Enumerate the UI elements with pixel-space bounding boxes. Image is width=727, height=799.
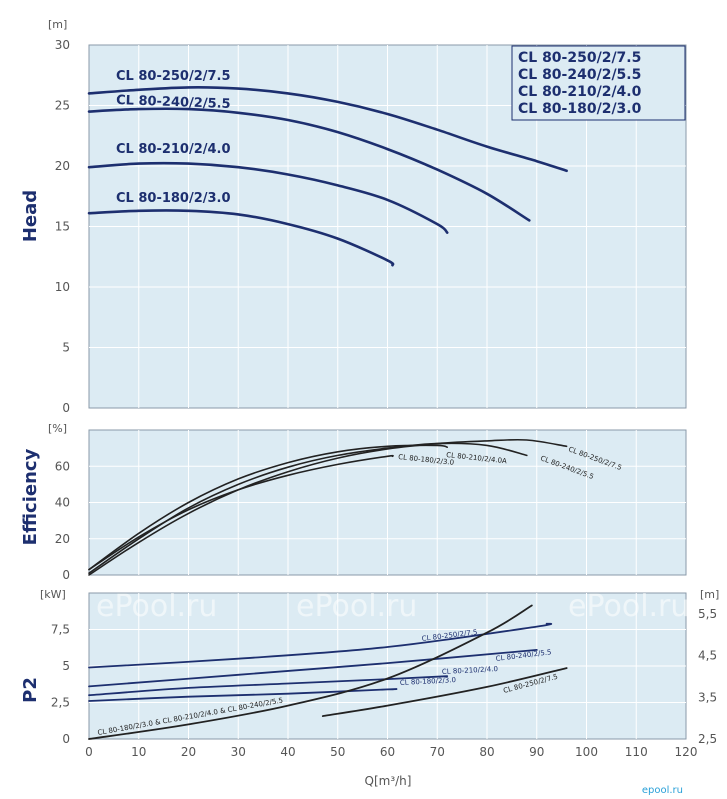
head-label-210: CL 80-210/2/4.0	[116, 142, 231, 157]
watermark-3: ePool.ru	[568, 589, 689, 624]
x-tick-label: 50	[330, 745, 345, 759]
y2-tick-label: 2,5	[698, 732, 717, 746]
watermark-1: ePool.ru	[96, 589, 217, 624]
x-axis-title: Q[m³/h]	[365, 774, 412, 788]
p2-axis-title: P2	[20, 677, 41, 703]
curve-cl-80-250-2-7-5	[321, 667, 568, 717]
y-tick-label: 40	[55, 496, 70, 510]
curve-cl-80-180-2-3-0	[88, 454, 394, 571]
y-tick-label: 5	[62, 659, 70, 673]
curve-cl-80-210-2-4-0a	[88, 444, 448, 571]
curve-cl-80-180-2-3-0	[88, 688, 398, 702]
y-tick-label: 30	[55, 38, 70, 52]
y-tick-label: 25	[55, 99, 70, 113]
x-tick-label: 30	[231, 745, 246, 759]
curve-cl-80-250-2-7-5	[88, 438, 568, 576]
head-label-250: CL 80-250/2/7.5	[116, 69, 231, 84]
efficiency-unit: [%]	[48, 422, 67, 435]
p2-unit: [kW]	[40, 588, 66, 601]
y-tick-label: 60	[55, 459, 70, 473]
brand-logo: epool.ru	[642, 785, 683, 796]
curve-cl-80-210-2-4-0	[87, 161, 449, 234]
efficiency-axis-title: Efficiency	[20, 448, 41, 545]
y-tick-label: 20	[55, 159, 70, 173]
y-tick-label: 0	[62, 401, 70, 415]
y2-tick-label: 5,5	[698, 607, 717, 621]
x-tick-label: 10	[131, 745, 146, 759]
x-tick-label: 120	[675, 745, 698, 759]
curve-cl-80-250-2-7-5	[88, 622, 553, 669]
x-tick-label: 110	[625, 745, 648, 759]
p2-label-180: CL 80-180/2/3.0	[400, 676, 456, 687]
p2-right-unit: [m]	[700, 588, 719, 601]
y2-tick-label: 4,5	[698, 649, 717, 663]
head-unit: [m]	[48, 18, 67, 31]
legend-item-3: CL 80-210/2/4.0	[518, 84, 642, 100]
curve-cl-80-240-2-5-5	[88, 649, 538, 688]
curve-cl-80-250-2-7-5	[87, 86, 568, 173]
y-tick-label: 15	[55, 220, 70, 234]
y-tick-label: 0	[62, 568, 70, 582]
x-tick-label: 40	[280, 745, 295, 759]
head-axis-title: Head	[20, 190, 41, 242]
x-tick-label: 80	[479, 745, 494, 759]
x-tick-label: 20	[181, 745, 196, 759]
curve-cl-80-180-2-3-0-cl-80-210-2-4-0-cl-80-240-2-5-5	[88, 604, 533, 740]
y-tick-label: 0	[62, 732, 70, 746]
x-tick-label: 100	[575, 745, 598, 759]
x-tick-label: 70	[430, 745, 445, 759]
y-tick-label: 20	[55, 532, 70, 546]
legend: CL 80-250/2/7.5 CL 80-240/2/5.5 CL 80-21…	[511, 45, 686, 121]
y-tick-label: 2,5	[51, 696, 70, 710]
y2-tick-label: 3,5	[698, 690, 717, 704]
y-tick-label: 7,5	[51, 623, 70, 637]
legend-item-1: CL 80-250/2/7.5	[518, 50, 641, 66]
x-tick-label: 60	[380, 745, 395, 759]
curves	[87, 86, 568, 740]
legend-item-2: CL 80-240/2/5.5	[518, 67, 641, 83]
p2-label-210: CL 80-210/2/4.0	[442, 665, 498, 676]
curve-cl-80-240-2-5-5	[87, 107, 531, 222]
curve-cl-80-180-2-3-0	[87, 209, 395, 267]
y-tick-label: 5	[62, 341, 70, 355]
x-tick-label: 0	[85, 745, 93, 759]
tick-labels: 0 5 10 15 20 25 30 0 20 40 60 0 2,5 5 7,5 2,5 3,5 4,5 5,5 0…	[51, 38, 717, 759]
curve-cl-80-210-2-4-0	[88, 675, 449, 697]
legend-item-4: CL 80-180/2/3.0	[518, 101, 642, 117]
watermark-2: ePool.ru	[296, 589, 417, 624]
y-tick-label: 10	[55, 280, 70, 294]
head-label-240: CL 80-240/2/5.5	[116, 93, 231, 112]
x-tick-label: 90	[529, 745, 544, 759]
head-label-180: CL 80-180/2/3.0	[116, 191, 231, 206]
